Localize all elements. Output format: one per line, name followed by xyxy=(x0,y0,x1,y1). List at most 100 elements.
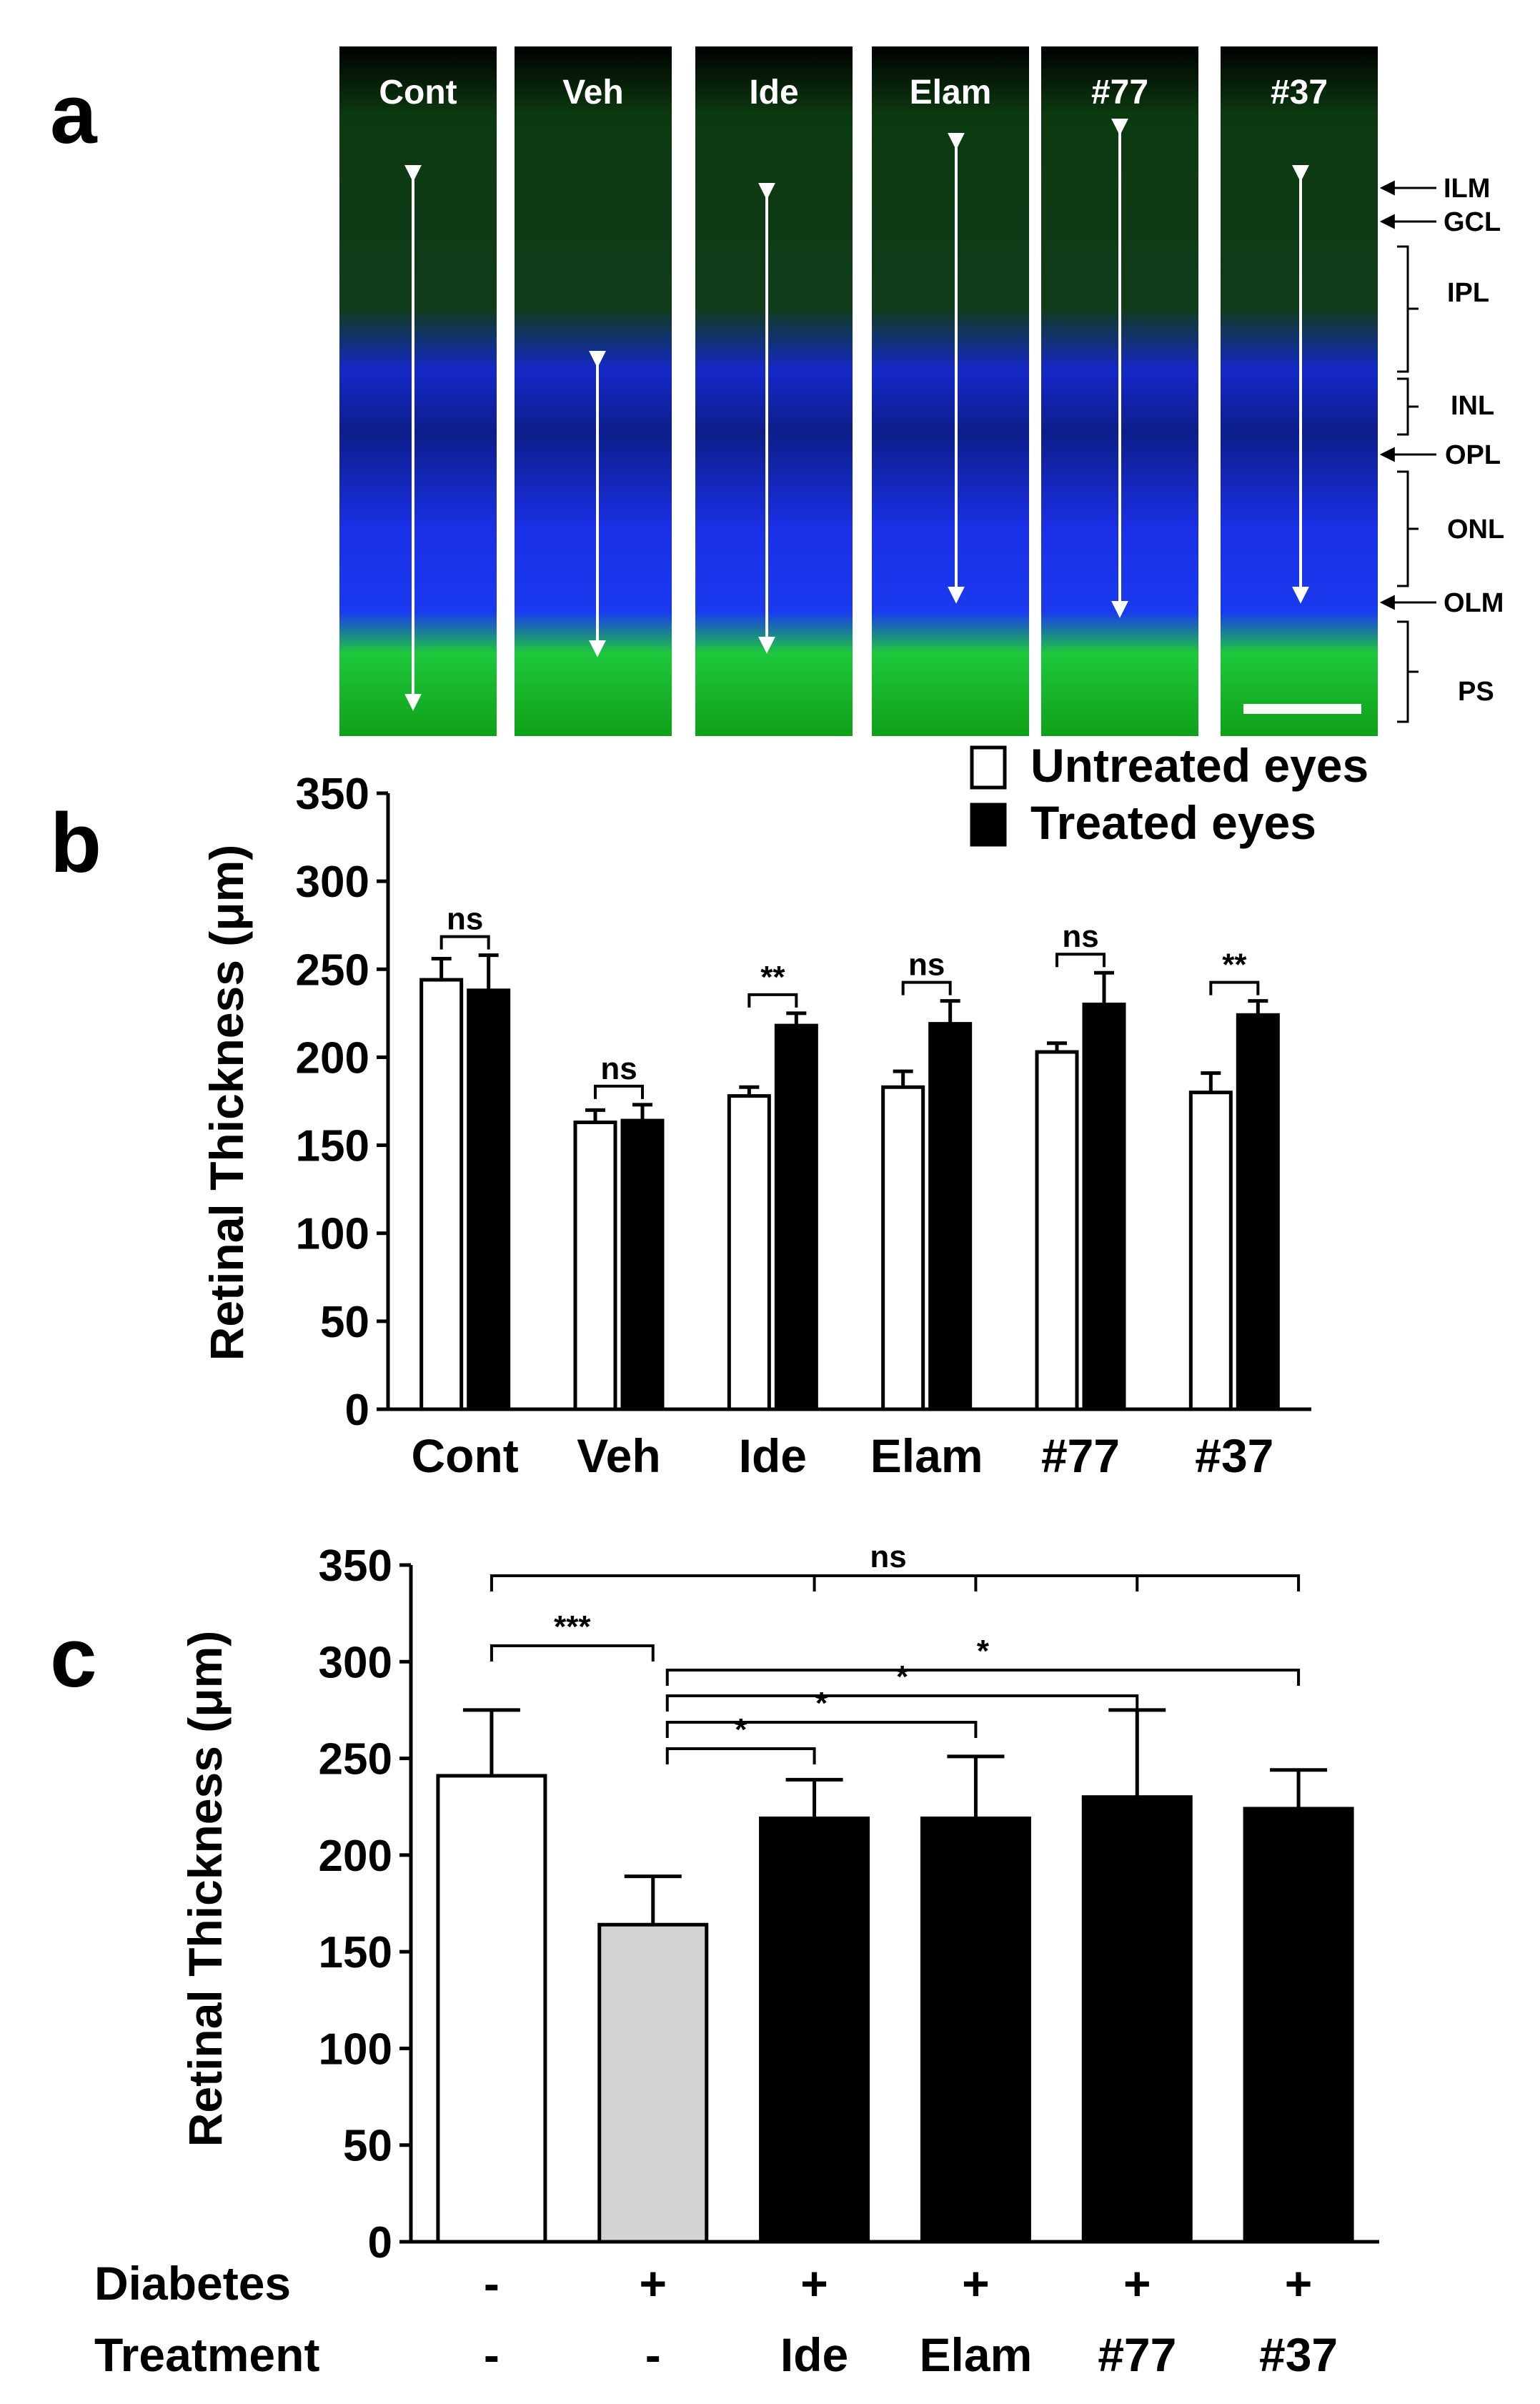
panel-c-diabetes-37: + xyxy=(1285,2257,1313,2310)
panel-c-row-label-treatment: Treatment xyxy=(94,2328,319,2381)
panel-c-comparison-bracket-5 xyxy=(665,1747,816,1764)
panel-b-sig-bracket-veh xyxy=(594,1084,644,1099)
panel-b-sig-label-77: ns xyxy=(1062,919,1098,954)
panel-c-comparison-label-5: * xyxy=(735,1712,747,1747)
layer-label-onl: ONL xyxy=(1447,515,1504,545)
panel-b-sig-bracket-37 xyxy=(1209,980,1260,995)
layer-label-olm: OLM xyxy=(1444,588,1504,618)
panel-b-bar-37-untreated xyxy=(1188,1091,1233,1411)
panel-b-y-tick-label-250: 250 xyxy=(296,945,369,995)
panel-c-row-label-diabetes: Diabetes xyxy=(94,2257,291,2310)
panel-b-chart: b Retinal Thickness (μm) 0 50 100 150 200 250… xyxy=(50,739,1368,1482)
micrograph-label-veh: Veh xyxy=(562,74,623,111)
panel-b-sig-bracket-cont xyxy=(439,935,490,950)
panel-c-diabetes-77: + xyxy=(1123,2257,1151,2310)
layer-label-inl: INL xyxy=(1451,391,1494,421)
panel-c-y-tick-label-300: 300 xyxy=(319,1638,392,1687)
panel-b-sig-label-cont: ns xyxy=(447,902,483,937)
panel-b-sig-bracket-77 xyxy=(1055,953,1106,968)
panel-b-bar-veh-untreated xyxy=(573,1121,617,1411)
panel-b-y-tick-label-0: 0 xyxy=(345,1386,369,1435)
panel-b-bar-77-treated xyxy=(1082,1003,1126,1411)
panel-b-bar-cont-treated xyxy=(467,988,511,1411)
panel-c-bar-ide xyxy=(759,1816,870,2244)
panel-c-comparison-bracket-1 xyxy=(490,1644,655,1662)
panel-c-y-tick-label-0: 0 xyxy=(368,2218,392,2268)
panel-b-y-tick-label-50: 50 xyxy=(320,1298,369,1347)
micrograph-elam: Elam xyxy=(872,46,1029,736)
panel-b-bar-cont-untreated xyxy=(419,978,464,1411)
micrograph-label-77: #77 xyxy=(1091,74,1148,111)
panel-a: a Cont Veh Ide Elam #77 #37 xyxy=(50,46,1504,736)
panel-b-x-tick-label-77: #77 xyxy=(1041,1429,1120,1482)
panel-c-chart: c Retinal Thickness (μm) 0 50 100 150 200 250… xyxy=(50,1539,1379,2381)
panel-c-y-tick-label-250: 250 xyxy=(319,1735,392,1784)
micrograph-label-cont: Cont xyxy=(379,74,457,111)
panel-b-y-tick-label-300: 300 xyxy=(296,858,369,907)
layer-annotations xyxy=(1379,180,1436,723)
panel-c-diabetes-elam: + xyxy=(962,2257,990,2310)
micrograph-77: #77 xyxy=(1041,46,1198,736)
panel-b-bar-ide-treated xyxy=(774,1023,818,1411)
panel-b-bar-elam-treated xyxy=(928,1022,973,1411)
panel-c-treatment-elam: Elam xyxy=(920,2328,1033,2381)
panel-c-comparison-bracket-3 xyxy=(665,1694,1139,1712)
layer-label-gcl: GCL xyxy=(1444,207,1501,237)
panel-c-y-tick-label-350: 350 xyxy=(319,1541,392,1591)
panel-c-treatment-veh: - xyxy=(645,2328,661,2381)
panel-b-x-tick-label-elam: Elam xyxy=(870,1429,983,1482)
micrograph-37: #37 xyxy=(1221,46,1378,736)
panel-b-sig-label-37: ** xyxy=(1222,948,1247,983)
panel-b-y-tick-label-350: 350 xyxy=(296,770,369,819)
panel-c-diabetes-ide: + xyxy=(800,2257,828,2310)
panel-b-bar-77-untreated xyxy=(1035,1050,1079,1411)
panel-a-letter: a xyxy=(50,67,98,162)
panel-b-x-tick-label-cont: Cont xyxy=(412,1429,519,1482)
layer-label-ps: PS xyxy=(1458,677,1494,707)
panel-c-y-tick-label-50: 50 xyxy=(343,2122,392,2171)
panel-c-comparison-label-0: ns xyxy=(870,1539,906,1574)
panel-b-sig-bracket-elam xyxy=(901,980,952,995)
micrograph-veh: Veh xyxy=(515,46,672,736)
panel-c-treatment-77: #77 xyxy=(1098,2328,1176,2381)
panel-c-comparison-label-1: *** xyxy=(554,1609,591,1644)
panel-b-x-tick-label-veh: Veh xyxy=(577,1429,660,1482)
panel-c-treatment-37: #37 xyxy=(1259,2328,1338,2381)
panel-b-letter: b xyxy=(50,796,101,890)
layer-label-ipl: IPL xyxy=(1447,278,1489,308)
panel-b-sig-bracket-ide xyxy=(747,993,798,1008)
panel-c-comparison-label-3: * xyxy=(896,1659,909,1694)
panel-c-comparison-bracket-4 xyxy=(665,1721,978,1738)
panel-b-y-tick-label-100: 100 xyxy=(296,1210,369,1259)
panel-b-legend-swatch-1 xyxy=(970,803,1007,847)
panel-c-comparison-bracket-2 xyxy=(665,1669,1301,1686)
layer-label-ilm: ILM xyxy=(1444,174,1490,204)
panel-c-comparison-label-2: * xyxy=(977,1634,990,1669)
panel-c-diabetes-veh: + xyxy=(639,2257,667,2310)
panel-b-sig-label-veh: ns xyxy=(600,1051,637,1086)
panel-c-treatment-ide: Ide xyxy=(780,2328,848,2381)
panel-c-y-tick-label-200: 200 xyxy=(319,1832,392,1881)
panel-b-sig-label-ide: ** xyxy=(760,960,785,995)
panel-b-y-tick-label-200: 200 xyxy=(296,1033,369,1083)
panel-c-bar-37 xyxy=(1243,1807,1354,2244)
panel-b-legend-swatch-0 xyxy=(970,745,1007,790)
panel-c-bar-veh xyxy=(597,1922,709,2244)
panel-c-treatment-cont: - xyxy=(484,2328,500,2381)
panel-c-y-tick-label-150: 150 xyxy=(319,1928,392,1977)
layer-label-opl: OPL xyxy=(1445,440,1501,470)
panel-b-x-tick-label-ide: Ide xyxy=(739,1429,807,1482)
panel-b-bar-37-treated xyxy=(1236,1013,1280,1411)
panel-b-y-axis-title: Retinal Thickness (μm) xyxy=(200,845,253,1361)
panel-c-comparison-label-4: * xyxy=(815,1686,828,1721)
panel-c-y-tick-label-100: 100 xyxy=(319,2025,392,2074)
panel-b-sig-label-elam: ns xyxy=(908,948,945,983)
micrograph-cont: Cont xyxy=(339,46,497,736)
panel-c-diabetes-cont: - xyxy=(484,2257,500,2310)
micrograph-label-ide: Ide xyxy=(749,74,798,111)
panel-c-y-axis-title: Retinal Thickness (μm) xyxy=(179,1631,232,2147)
panel-c-bar-cont xyxy=(436,1774,547,2244)
scale-bar xyxy=(1243,704,1361,714)
micrograph-label-37: #37 xyxy=(1271,74,1328,111)
